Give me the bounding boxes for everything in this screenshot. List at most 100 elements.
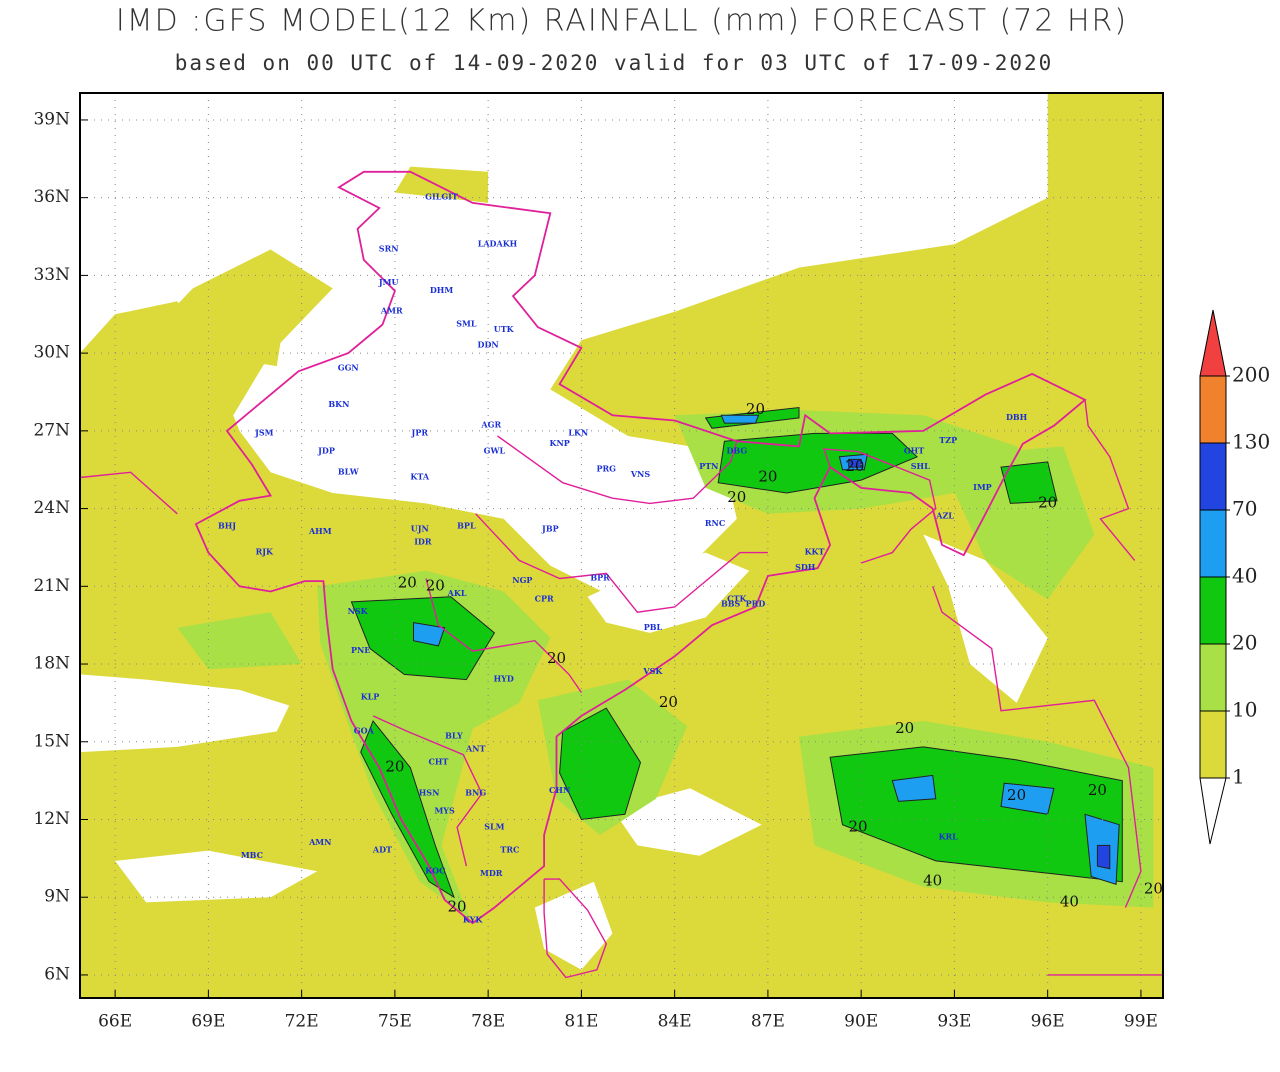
station-label: CHT xyxy=(428,756,448,766)
station-label: CTK xyxy=(727,593,747,603)
contour-label: 20 xyxy=(845,457,864,475)
station-label: KRL xyxy=(939,832,959,842)
station-label: AMN xyxy=(308,837,331,847)
no-rain-area xyxy=(80,93,1048,597)
border-line xyxy=(497,435,738,505)
station-label: AKL xyxy=(447,588,467,598)
rain-area xyxy=(643,223,1163,364)
rain-area xyxy=(1000,461,1058,504)
border-line xyxy=(372,715,483,867)
no-rain-area xyxy=(534,881,613,970)
x-tick-label: 84E xyxy=(658,1012,692,1032)
contour-label: 20 xyxy=(385,758,404,776)
border-line xyxy=(425,578,582,693)
rain-area xyxy=(177,612,302,670)
station-label: NSK xyxy=(348,606,369,616)
colorbar-band xyxy=(1199,710,1227,779)
station-label: KTA xyxy=(410,471,429,481)
border-line xyxy=(822,448,937,564)
station-label: MYS xyxy=(434,806,455,816)
rain-area xyxy=(360,720,455,899)
colorbar-label: 200 xyxy=(1232,363,1270,387)
x-tick-label: 87E xyxy=(751,1012,785,1032)
station-label: MBC xyxy=(241,850,263,860)
y-tick-label: 6N xyxy=(44,964,70,984)
colorbar-label: 40 xyxy=(1232,564,1257,588)
station-label: TZP xyxy=(939,435,957,445)
station-label: ANT xyxy=(465,744,486,754)
contour-label: 20 xyxy=(758,467,777,485)
station-label: BPL xyxy=(457,521,476,531)
rain-area xyxy=(1096,844,1111,870)
contour-label: 20 xyxy=(1088,781,1107,799)
contour-label: 20 xyxy=(1144,879,1163,897)
station-label: AHM xyxy=(308,526,332,536)
axes: 66E 69E 72E 75E 78E 81E 84E 87E 90E 93E 96E 99E 6N 9N… xyxy=(33,109,1157,1031)
station-label: JPR xyxy=(411,427,429,437)
station-label: GWL xyxy=(484,446,506,456)
station-label: BHJ xyxy=(218,521,236,531)
station-label: BLY xyxy=(445,731,463,741)
contour-label: 20 xyxy=(547,649,566,667)
no-rain-area xyxy=(80,674,290,753)
y-tick-label: 9N xyxy=(44,887,70,907)
colorbar-label: 1 xyxy=(1232,765,1245,789)
station-label: KNP xyxy=(550,438,570,448)
colorbar-band xyxy=(1199,442,1227,511)
rain-area xyxy=(317,570,551,918)
contour-label: 20 xyxy=(727,488,746,506)
x-tick-label: 78E xyxy=(471,1012,505,1032)
contour-label: 20 xyxy=(426,576,445,594)
station-label: SDH xyxy=(795,562,816,572)
y-tick-label: 18N xyxy=(33,654,70,674)
map-title: IMD :GFS MODEL(12 Km) RAINFALL (mm) FORE… xyxy=(116,4,1128,39)
border-line xyxy=(1047,974,1163,991)
station-label: KOC xyxy=(425,865,445,875)
x-tick-label: 90E xyxy=(844,1012,878,1032)
y-tick-label: 33N xyxy=(33,265,70,285)
station-label: DHM xyxy=(430,285,453,295)
plot-frame xyxy=(79,92,1164,999)
colorbar-band xyxy=(1199,509,1227,578)
station-label: SRN xyxy=(379,243,399,253)
rain-area xyxy=(559,707,642,821)
colorbar-band xyxy=(1199,576,1227,645)
station-label: DBH xyxy=(1006,412,1028,422)
y-tick-label: 12N xyxy=(33,809,70,829)
station-label: AZL xyxy=(935,510,954,520)
x-tick-label: 69E xyxy=(191,1012,225,1032)
colorbar-extension xyxy=(1199,309,1227,377)
station-label: JBP xyxy=(541,523,559,533)
station-label: BBS xyxy=(721,598,741,608)
station-label: HYD xyxy=(494,674,514,684)
station-label: IDR xyxy=(414,536,432,546)
station-label: KKT xyxy=(805,547,825,557)
station-label: SML xyxy=(456,319,477,329)
station-label: PTN xyxy=(699,461,718,471)
station-label: DDN xyxy=(478,339,499,349)
station-label: UTK xyxy=(494,324,515,334)
no-rain-area xyxy=(612,788,762,856)
colorbar-label: 70 xyxy=(1232,497,1257,521)
station-label: SHL xyxy=(911,461,930,471)
station-label: LKN xyxy=(568,427,588,437)
contour-label: 20 xyxy=(895,719,914,737)
colorbar-band xyxy=(1199,375,1227,444)
station-label: GOA xyxy=(354,725,375,735)
no-rain-area xyxy=(115,850,318,903)
station-label: GGN xyxy=(338,363,359,373)
y-tick-label: 30N xyxy=(33,343,70,363)
x-tick-label: 96E xyxy=(1031,1012,1065,1032)
y-tick-label: 24N xyxy=(33,498,70,518)
station-label: JDP xyxy=(317,446,335,456)
rain-area xyxy=(413,622,446,647)
station-label: CHN xyxy=(549,785,570,795)
colorbar-band xyxy=(1199,643,1227,712)
station-label: KLP xyxy=(361,692,380,702)
contour-label: 20 xyxy=(448,898,467,916)
x-tick-label: 75E xyxy=(378,1012,412,1032)
rain-area xyxy=(848,458,862,468)
y-tick-label: 27N xyxy=(33,420,70,440)
station-label: BLW xyxy=(338,466,360,476)
